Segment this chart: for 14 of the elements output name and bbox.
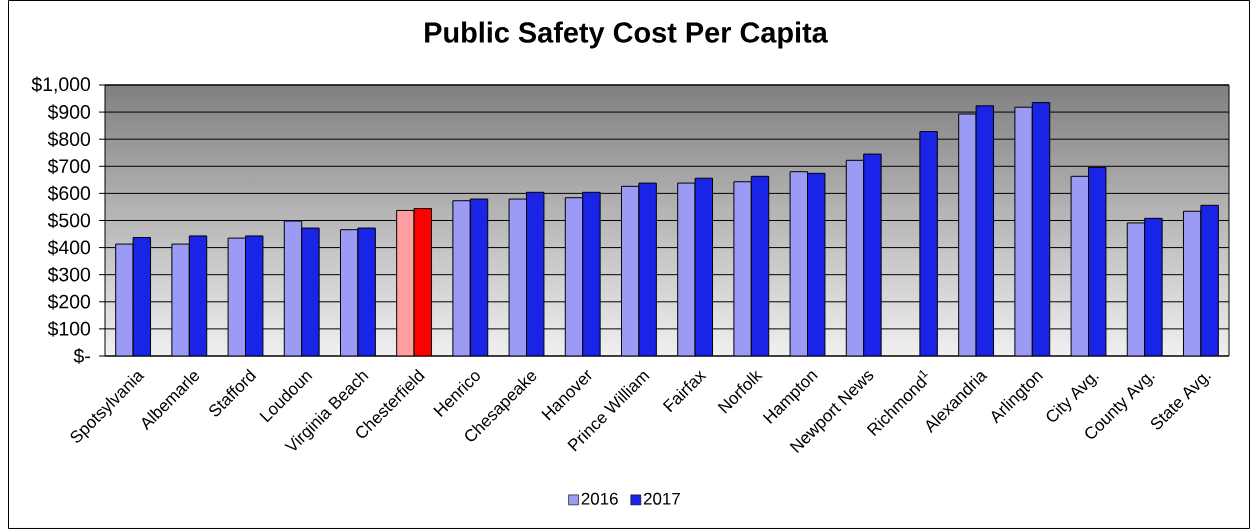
y-tick-label: $- bbox=[73, 348, 90, 364]
y-tick-label: $300 bbox=[47, 266, 91, 283]
y-tick-label: $800 bbox=[47, 131, 91, 148]
y-tick-label: $200 bbox=[47, 293, 91, 310]
y-tick-label: $500 bbox=[47, 212, 91, 229]
chart-title: Public Safety Cost Per Capita bbox=[425, 21, 828, 49]
y-tick-label: $900 bbox=[47, 104, 91, 120]
legend-label: 2017 bbox=[643, 492, 680, 505]
legend-label: 2016 bbox=[581, 492, 618, 505]
y-tick-label: $400 bbox=[47, 239, 91, 256]
y-tick-label: $1,000 bbox=[31, 76, 91, 94]
y-tick-label: $600 bbox=[47, 185, 91, 202]
y-tick-label: $700 bbox=[47, 158, 91, 175]
y-tick-label: $100 bbox=[47, 321, 91, 337]
